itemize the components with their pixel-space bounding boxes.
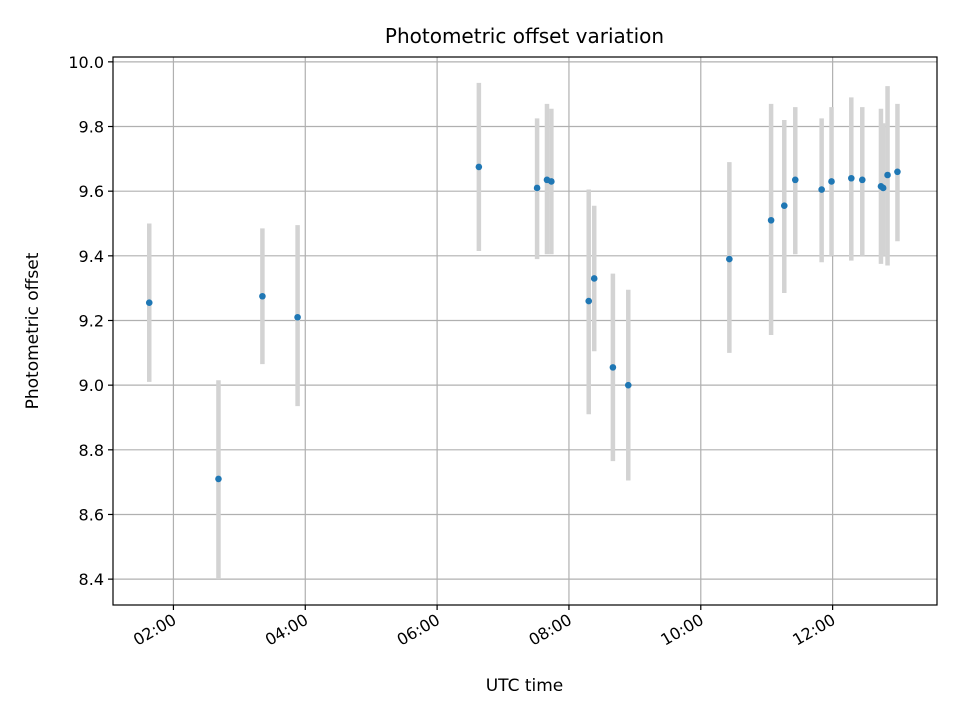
data-point <box>533 184 541 192</box>
data-point <box>609 364 617 371</box>
data-point <box>879 184 887 192</box>
data-point <box>294 313 301 321</box>
data-point <box>894 168 901 176</box>
data-point <box>548 178 555 185</box>
data-point <box>145 299 153 307</box>
y-tick-label: 8.6 <box>79 505 104 524</box>
y-tick-label: 9.6 <box>79 182 104 201</box>
grid <box>113 57 937 605</box>
y-tick-label: 10.0 <box>68 53 104 72</box>
y-tick-label: 8.8 <box>79 441 104 460</box>
data-point <box>590 275 598 282</box>
data-point <box>818 186 825 193</box>
data-point <box>767 216 775 224</box>
data-point <box>475 163 483 171</box>
data-point <box>624 381 632 389</box>
y-tick-label: 9.2 <box>79 311 104 330</box>
data-point <box>828 178 835 185</box>
y-tick-label: 9.8 <box>79 118 104 137</box>
y-tick-label: 9.0 <box>79 376 104 395</box>
chart-title: Photometric offset variation <box>385 24 664 48</box>
y-tick-label: 8.4 <box>79 570 104 589</box>
data-point <box>791 176 799 184</box>
data-point <box>780 202 788 210</box>
data-point <box>858 176 866 184</box>
data-points <box>145 163 901 483</box>
y-axis-label: Photometric offset <box>23 252 43 409</box>
x-axis-label: UTC time <box>486 676 564 696</box>
data-point <box>848 174 855 182</box>
plot-frame <box>112 56 938 606</box>
data-point <box>215 475 222 483</box>
data-point <box>585 297 593 305</box>
y-tick-label: 9.4 <box>79 247 104 266</box>
data-point <box>259 292 266 300</box>
data-point <box>726 255 733 263</box>
data-point <box>884 171 891 179</box>
